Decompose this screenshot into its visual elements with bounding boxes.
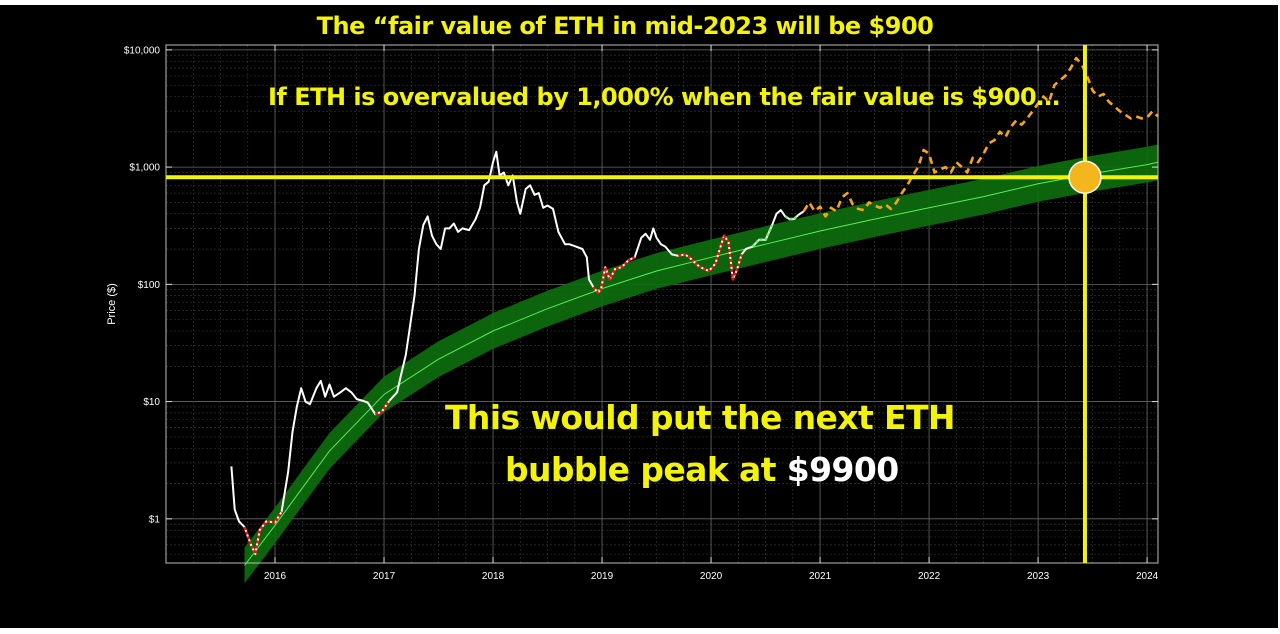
bubble-peak-prefix: bubble peak at (505, 450, 787, 489)
near-fair-value-segment (784, 214, 800, 221)
x-tick-label: 2019 (591, 571, 614, 582)
y-tick-label: $1 (149, 514, 161, 525)
x-tick-label: 2022 (918, 571, 941, 582)
plot-area (166, 45, 1158, 563)
below-fair-value-segment (678, 234, 743, 281)
bubble-peak-value: $9900 (786, 450, 899, 489)
y-axis-label: Price ($) (106, 283, 118, 325)
plot-frame (165, 44, 1159, 564)
fair-value-band-area (244, 144, 1158, 584)
bubble-peak-line-1: This would put the next ETH (445, 398, 956, 437)
x-tick-label: 2020 (700, 571, 723, 582)
fair-value-line (244, 161, 1159, 566)
grid (165, 45, 1158, 563)
x-tick-label: 2023 (1027, 571, 1050, 582)
y-tick-label: $10 (143, 397, 160, 408)
x-tick-label: 2021 (809, 571, 832, 582)
plot-border (165, 44, 1159, 564)
projected-price-line (802, 56, 1159, 218)
y-tick-label: $1,000 (129, 163, 160, 174)
below-fair-value-segment (592, 256, 636, 294)
y-tick-label: $10,000 (124, 45, 161, 56)
bubble-peak-line-2: bubble peak at $9900 (505, 450, 899, 489)
fair-value-marker (1068, 160, 1102, 194)
x-tick-label: 2017 (373, 571, 396, 582)
x-tick-label: 2018 (482, 571, 505, 582)
price-series (230, 56, 1159, 556)
axis-ticks: $1 $10 $100 $1,000 $10,000 2016 2017 2018 2019 20… (106, 45, 1159, 582)
near-fair-value-segment (751, 224, 774, 248)
y-tick-label: $100 (138, 280, 161, 291)
fair-value-band (244, 144, 1159, 584)
headline-annotation: The “fair value of ETH in mid-2023 will … (316, 12, 934, 40)
overvalued-annotation: If ETH is overvalued by 1,000% when the … (268, 83, 1060, 111)
x-tick-label: 2024 (1136, 571, 1159, 582)
x-tick-label: 2016 (264, 571, 287, 582)
below-fair-value-segment (374, 399, 391, 416)
reference-lines (166, 45, 1158, 563)
